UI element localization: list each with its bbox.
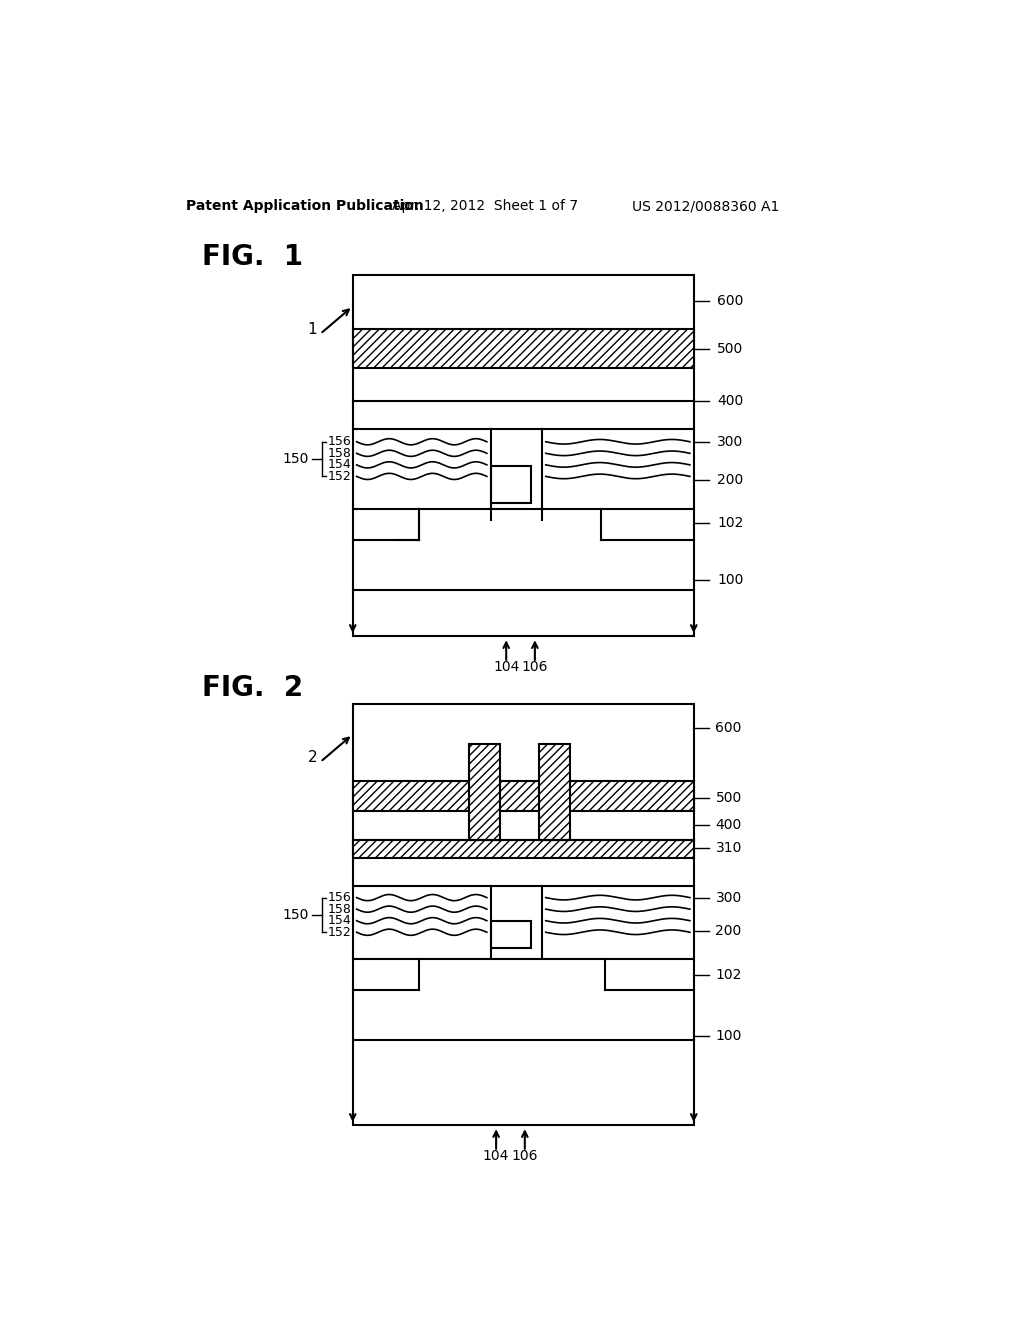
Text: Patent Application Publication: Patent Application Publication: [186, 199, 424, 213]
Text: 102: 102: [716, 968, 741, 982]
Bar: [352, 704, 693, 1125]
Bar: [539, 743, 569, 840]
Text: 152: 152: [328, 470, 351, 483]
Text: 600: 600: [717, 294, 743, 308]
Text: 310: 310: [716, 841, 741, 855]
Text: 158: 158: [328, 903, 351, 916]
Bar: [490, 466, 531, 503]
Text: Apr. 12, 2012  Sheet 1 of 7: Apr. 12, 2012 Sheet 1 of 7: [391, 199, 578, 213]
Text: 2: 2: [308, 750, 317, 766]
Text: 152: 152: [328, 925, 351, 939]
Text: 200: 200: [717, 474, 743, 487]
Text: 300: 300: [717, 434, 743, 449]
Text: FIG.  2: FIG. 2: [202, 675, 303, 702]
Bar: [469, 743, 500, 840]
Text: 150: 150: [283, 451, 308, 466]
Bar: [352, 840, 693, 858]
Text: 156: 156: [328, 436, 351, 449]
Bar: [352, 330, 693, 368]
Text: 400: 400: [717, 393, 743, 408]
Text: 500: 500: [716, 791, 741, 804]
Text: 104: 104: [493, 660, 519, 673]
Text: 104: 104: [483, 1148, 509, 1163]
Text: 158: 158: [328, 446, 351, 459]
Text: 300: 300: [716, 891, 741, 904]
Text: 106: 106: [521, 660, 548, 673]
Text: 150: 150: [283, 908, 308, 921]
Bar: [352, 276, 693, 636]
Bar: [352, 780, 693, 812]
Text: 600: 600: [716, 721, 741, 735]
Text: 102: 102: [717, 516, 743, 529]
Text: 100: 100: [716, 1030, 741, 1043]
Text: 156: 156: [328, 891, 351, 904]
Text: 400: 400: [716, 818, 741, 832]
Text: 500: 500: [717, 342, 743, 356]
Text: 106: 106: [512, 1148, 538, 1163]
Text: US 2012/0088360 A1: US 2012/0088360 A1: [632, 199, 779, 213]
Text: 154: 154: [328, 915, 351, 927]
Text: 154: 154: [328, 458, 351, 471]
Text: FIG.  1: FIG. 1: [202, 243, 303, 271]
Text: 100: 100: [717, 573, 743, 587]
Bar: [490, 921, 531, 948]
Text: 1: 1: [308, 322, 317, 337]
Text: 200: 200: [716, 924, 741, 937]
